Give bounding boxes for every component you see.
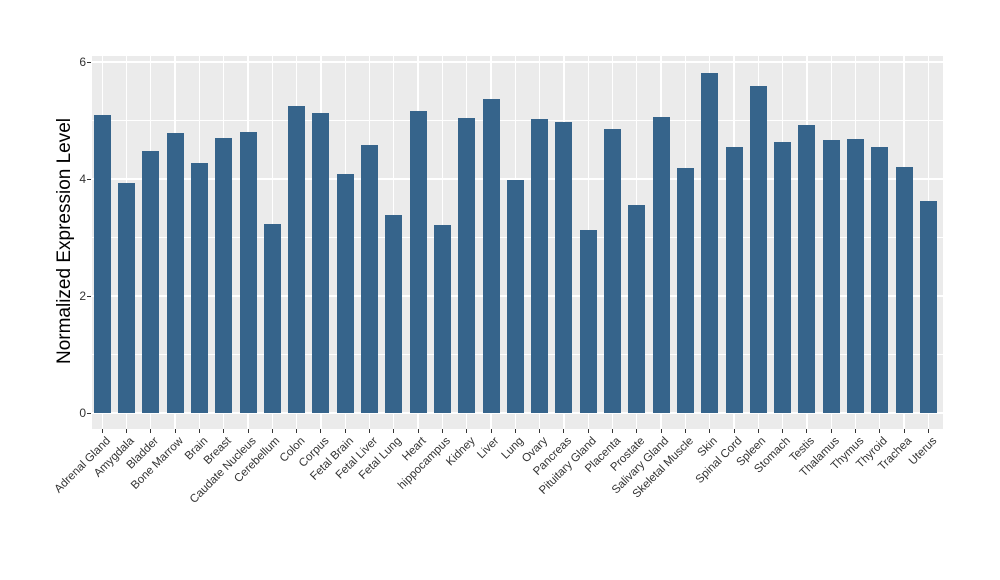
gridline-horizontal-major [92,178,943,180]
x-tick-mark [539,429,541,433]
x-tick-mark [660,429,662,433]
x-tick-mark [684,429,686,433]
x-tick-mark [636,429,638,433]
x-tick-mark [296,429,298,433]
x-tick-mark [466,429,468,433]
x-tick-mark [126,429,128,433]
bar-thymus [847,139,864,413]
y-tick-mark [87,61,91,63]
bar-adrenal-gland [93,114,111,413]
x-tick-mark [101,429,103,433]
x-tick-mark [393,429,395,433]
bar-heart [409,111,427,413]
x-tick-mark [441,429,443,433]
x-tick-mark [806,429,808,433]
y-tick-label: 6 [79,55,86,69]
x-tick-mark [150,429,152,433]
x-tick-mark [733,429,735,433]
x-tick-mark [247,429,249,433]
bar-pancreas [555,122,573,413]
x-tick-mark [417,429,419,433]
bar-prostate [628,205,646,413]
bar-ovary [531,119,549,413]
bar-corpus [312,113,330,413]
bar-spinal-cord [725,147,743,413]
bar-testis [798,124,816,413]
x-tick-mark [344,429,346,433]
x-tick-mark [903,429,905,433]
x-tick-mark [587,429,589,433]
bar-pituitary-gland [579,230,597,413]
x-tick-mark [855,429,857,433]
x-tick-mark [320,429,322,433]
bar-fetal-brain [336,174,354,413]
x-tick-mark [369,429,371,433]
x-tick-mark [782,429,784,433]
gridline-horizontal-major [92,61,943,63]
bar-hippocampus [433,224,451,413]
x-tick-mark [271,429,273,433]
x-tick-mark [198,429,200,433]
y-tick-mark [87,295,91,297]
bar-trachea [895,167,913,413]
x-tick-mark [879,429,881,433]
x-tick-mark [612,429,614,433]
bar-thyroid [871,147,889,413]
x-tick-mark [927,429,929,433]
bar-salivary-gland [652,116,670,413]
bar-stomach [774,142,792,413]
y-tick-label: 4 [79,172,86,186]
bar-kidney [458,117,476,413]
y-tick-mark [87,412,91,414]
y-tick-mark [87,178,91,180]
bar-skin [701,73,719,413]
bar-colon [288,106,306,413]
x-tick-label: Liver [475,435,502,462]
bar-brain [190,163,208,413]
plot-panel [92,56,943,429]
x-tick-mark [490,429,492,433]
bar-breast [215,138,233,413]
bar-liver [482,99,500,413]
x-tick-mark [174,429,176,433]
bar-bone-marrow [166,132,184,413]
bar-amygdala [118,183,135,413]
x-tick-mark [563,429,565,433]
bar-skeletal-muscle [676,167,694,413]
x-tick-mark [223,429,225,433]
gridline-horizontal-major [92,412,943,414]
bar-lung [506,179,524,413]
x-tick-mark [709,429,711,433]
x-tick-mark [830,429,832,433]
bar-caudate-nucleus [239,132,257,413]
bar-fetal-lung [385,214,403,413]
y-tick-label: 2 [79,289,86,303]
bar-spleen [749,85,767,413]
y-tick-label: 0 [79,406,86,420]
bar-uterus [919,200,937,413]
bar-bladder [142,150,160,413]
bar-thalamus [822,139,840,413]
bar-cerebellum [263,224,281,413]
gridline-horizontal-minor [92,120,943,121]
x-tick-mark [514,429,516,433]
bar-placenta [604,128,621,413]
x-tick-mark [757,429,759,433]
bar-fetal-liver [361,145,378,413]
y-axis-title: Normalized Expression Level [54,117,75,365]
